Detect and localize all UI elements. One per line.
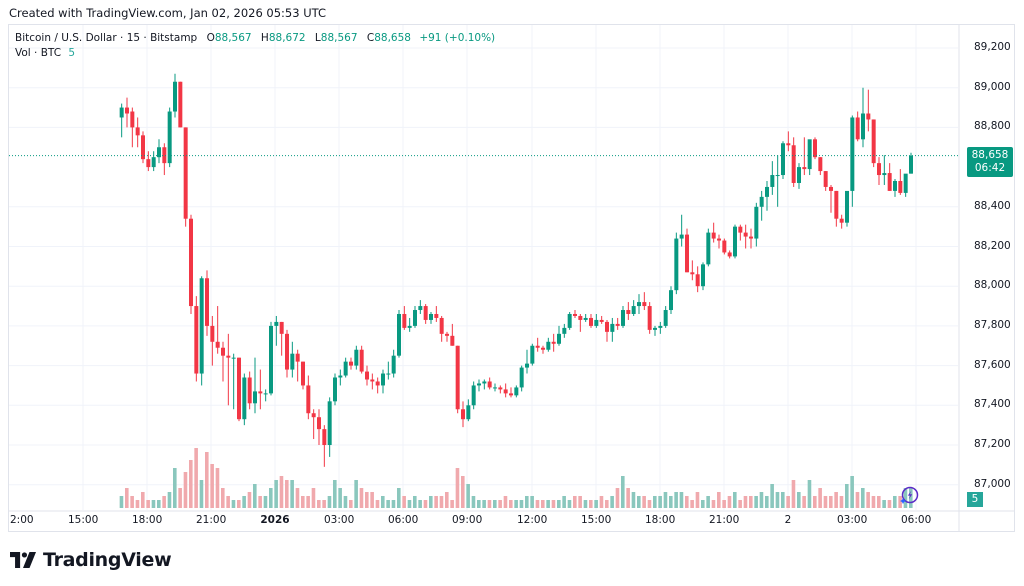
tradingview-logo-text: TradingView — [43, 549, 172, 571]
time-tick-label: 06:00 — [388, 514, 419, 526]
price-tick-label: 89,000 — [974, 80, 1011, 93]
price-tick-label: 88,200 — [974, 239, 1011, 252]
price-tick-label: 87,400 — [974, 398, 1011, 411]
time-tick-label: 09:00 — [452, 514, 483, 526]
price-tick-label: 88,400 — [974, 199, 1011, 212]
time-tick-label: 15:00 — [581, 514, 612, 526]
time-tick-label: 06:00 — [901, 514, 932, 526]
price-tick-label: 88,000 — [974, 279, 1011, 292]
time-tick-label: 2 — [784, 514, 792, 526]
tradingview-logo-icon — [10, 552, 36, 568]
volume-tag: 5 — [967, 492, 983, 507]
time-tick-label: 18:00 — [132, 514, 163, 526]
price-tick-label: 89,200 — [974, 41, 1011, 53]
low-label: L — [314, 32, 321, 44]
symbol-title[interactable]: Bitcoin / U.S. Dollar · 15 · Bitstamp — [15, 32, 198, 44]
current-price-tag: 88,658 06:42 — [967, 147, 1013, 177]
created-with-caption: Created with TradingView.com, Jan 02, 20… — [9, 6, 327, 20]
time-tick-label: 18:00 — [645, 514, 676, 526]
price-tick-label: 87,200 — [974, 438, 1011, 450]
price-tick-label: 87,000 — [974, 477, 1011, 490]
current-price: 88,658 — [971, 149, 1009, 161]
time-tick-label: 12:00 — [517, 514, 548, 526]
low-value: 88,567 — [320, 32, 358, 44]
price-tick-label: 87,600 — [974, 358, 1011, 371]
open-label: O — [206, 32, 215, 44]
time-tick-label: 2026 — [260, 514, 290, 526]
time-tick-label: 15:00 — [68, 514, 99, 526]
tradingview-logo[interactable]: TradingView — [10, 549, 172, 571]
volume-value: 5 — [68, 47, 76, 59]
ohlc-line: Bitcoin / U.S. Dollar · 15 · Bitstamp O8… — [15, 31, 495, 46]
volume-label[interactable]: Vol · BTC — [15, 47, 62, 59]
time-tick-label: 03:00 — [324, 514, 355, 526]
change-value: +91 (+0.10%) — [419, 32, 496, 44]
high-value: 88,672 — [268, 32, 306, 44]
symbol-legend: Bitcoin / U.S. Dollar · 15 · Bitstamp O8… — [15, 31, 495, 61]
time-tick-label: 21:00 — [709, 514, 740, 526]
open-value: 88,567 — [214, 32, 252, 44]
time-tick-label: 03:00 — [837, 514, 868, 526]
price-tick-label: 87,800 — [974, 318, 1011, 331]
time-tick-label: 2:00 — [10, 514, 34, 526]
bar-countdown: 06:42 — [974, 162, 1006, 174]
time-tick-label: 21:00 — [196, 514, 227, 526]
volume-line: Vol · BTC 5 — [15, 46, 495, 61]
price-tick-label: 88,800 — [974, 120, 1011, 133]
chart-frame — [8, 24, 1015, 532]
close-value: 88,658 — [374, 32, 411, 44]
close-label: C — [366, 32, 375, 44]
lightning-icon[interactable] — [899, 486, 919, 506]
high-label: H — [260, 32, 269, 44]
